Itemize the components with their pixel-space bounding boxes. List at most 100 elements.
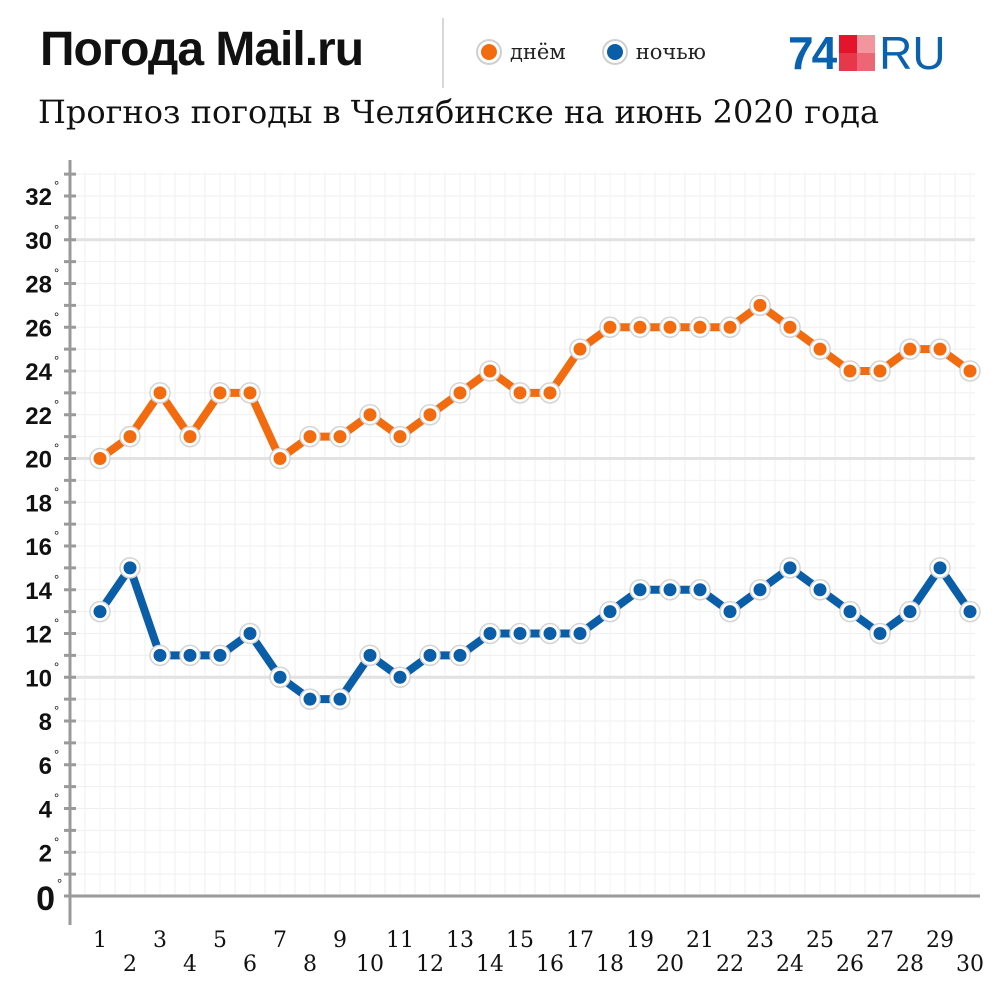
data-point-night (753, 583, 767, 597)
y-tick-degree: ° (54, 484, 59, 499)
x-tick-label: 15 (506, 928, 534, 953)
x-tick-label: 17 (566, 928, 594, 953)
y-tick-degree: ° (54, 616, 59, 631)
data-point-day (843, 364, 857, 378)
y-tick-degree: ° (54, 572, 59, 587)
data-point-night (513, 627, 527, 640)
y-tick-degree: ° (54, 441, 59, 456)
data-point-night (933, 561, 947, 575)
y-tick-label: 32 (25, 184, 52, 211)
chart-title: Прогноз погоды в Челябинске на июнь 2020… (38, 93, 880, 131)
x-tick-label: 9 (333, 928, 347, 953)
data-point-day (633, 320, 647, 334)
x-tick-label: 6 (243, 952, 257, 977)
legend-marker-day (478, 41, 500, 63)
data-point-day (453, 386, 467, 400)
data-point-day (363, 408, 377, 422)
data-point-night (93, 605, 107, 619)
data-point-day (303, 430, 317, 444)
x-tick-label: 26 (836, 952, 864, 977)
y-tick-degree: ° (54, 659, 59, 674)
x-tick-label: 20 (656, 952, 684, 977)
data-point-night (333, 692, 347, 706)
data-point-night (963, 605, 977, 619)
x-tick-label: 10 (356, 952, 384, 977)
x-tick-label: 22 (716, 952, 744, 977)
data-point-night (363, 648, 377, 662)
y-tick-label: 0 (36, 880, 55, 918)
y-tick-label: 8 (39, 709, 52, 736)
data-point-night (543, 627, 557, 640)
logo-squares-icon (839, 35, 876, 71)
data-point-day (573, 342, 587, 356)
x-tick-label: 5 (213, 928, 227, 953)
data-point-day (153, 386, 167, 400)
data-point-night (393, 670, 407, 684)
data-point-day (663, 320, 677, 334)
data-point-night (183, 648, 197, 662)
data-point-day (963, 364, 977, 378)
y-tick-degree: ° (54, 266, 59, 281)
x-tick-label: 28 (896, 952, 924, 977)
logo-text: RU (879, 27, 946, 79)
y-tick-label: 12 (25, 622, 52, 649)
data-point-day (483, 364, 497, 378)
data-point-day (93, 452, 107, 465)
data-point-day (693, 320, 707, 334)
data-point-night (723, 605, 737, 619)
brand-title: Погода Mail.ru (40, 23, 364, 76)
data-point-day (183, 430, 197, 444)
x-tick-label: 12 (416, 952, 444, 977)
data-point-day (603, 320, 617, 334)
data-point-day (753, 298, 767, 312)
y-tick-degree: ° (54, 397, 59, 412)
data-point-day (813, 342, 827, 356)
y-tick-degree: ° (54, 309, 59, 324)
data-point-night (663, 583, 677, 597)
y-tick-degree: ° (54, 222, 59, 237)
data-point-day (723, 320, 737, 334)
x-tick-label: 24 (776, 952, 804, 977)
legend-item-night: ночью (603, 40, 706, 64)
data-point-day (903, 342, 917, 356)
legend-marker-night (603, 41, 626, 63)
y-tick-label: 14 (25, 578, 52, 605)
x-tick-label: 13 (446, 928, 474, 953)
y-tick-label: 6 (39, 753, 52, 780)
y-tick-degree: ° (54, 791, 59, 806)
data-point-night (573, 627, 587, 640)
data-point-day (933, 342, 947, 356)
x-tick-label: 19 (626, 928, 654, 953)
data-point-day (873, 364, 887, 378)
x-tick-label: 7 (273, 928, 287, 953)
x-tick-label: 16 (536, 952, 564, 977)
x-tick-label: 27 (866, 928, 894, 953)
data-point-night (153, 648, 167, 662)
data-point-night (453, 648, 467, 662)
data-point-night (633, 583, 647, 597)
legend-label-day: днём (510, 40, 566, 64)
y-tick-label: 24 (25, 359, 52, 386)
y-tick-degree: ° (54, 747, 59, 762)
data-point-day (513, 386, 527, 400)
data-point-night (813, 583, 827, 597)
header-divider (442, 18, 444, 88)
x-tick-label: 4 (183, 952, 197, 977)
data-point-night (783, 561, 797, 575)
x-tick-label: 1 (93, 928, 107, 953)
data-point-night (843, 605, 857, 619)
y-tick-label: 16 (25, 534, 52, 561)
data-point-day (393, 430, 407, 444)
chart-legend: днём ночью (478, 40, 706, 64)
y-tick-degree: ° (57, 876, 62, 891)
data-point-day (243, 386, 257, 400)
data-point-night (123, 561, 137, 575)
data-point-night (423, 648, 437, 662)
y-tick-degree: ° (54, 834, 59, 849)
logo-number: 74 (788, 27, 837, 79)
data-point-day (423, 408, 437, 422)
data-point-night (693, 583, 707, 597)
y-tick-label: 18 (25, 490, 52, 517)
y-tick-label: 20 (25, 447, 52, 474)
